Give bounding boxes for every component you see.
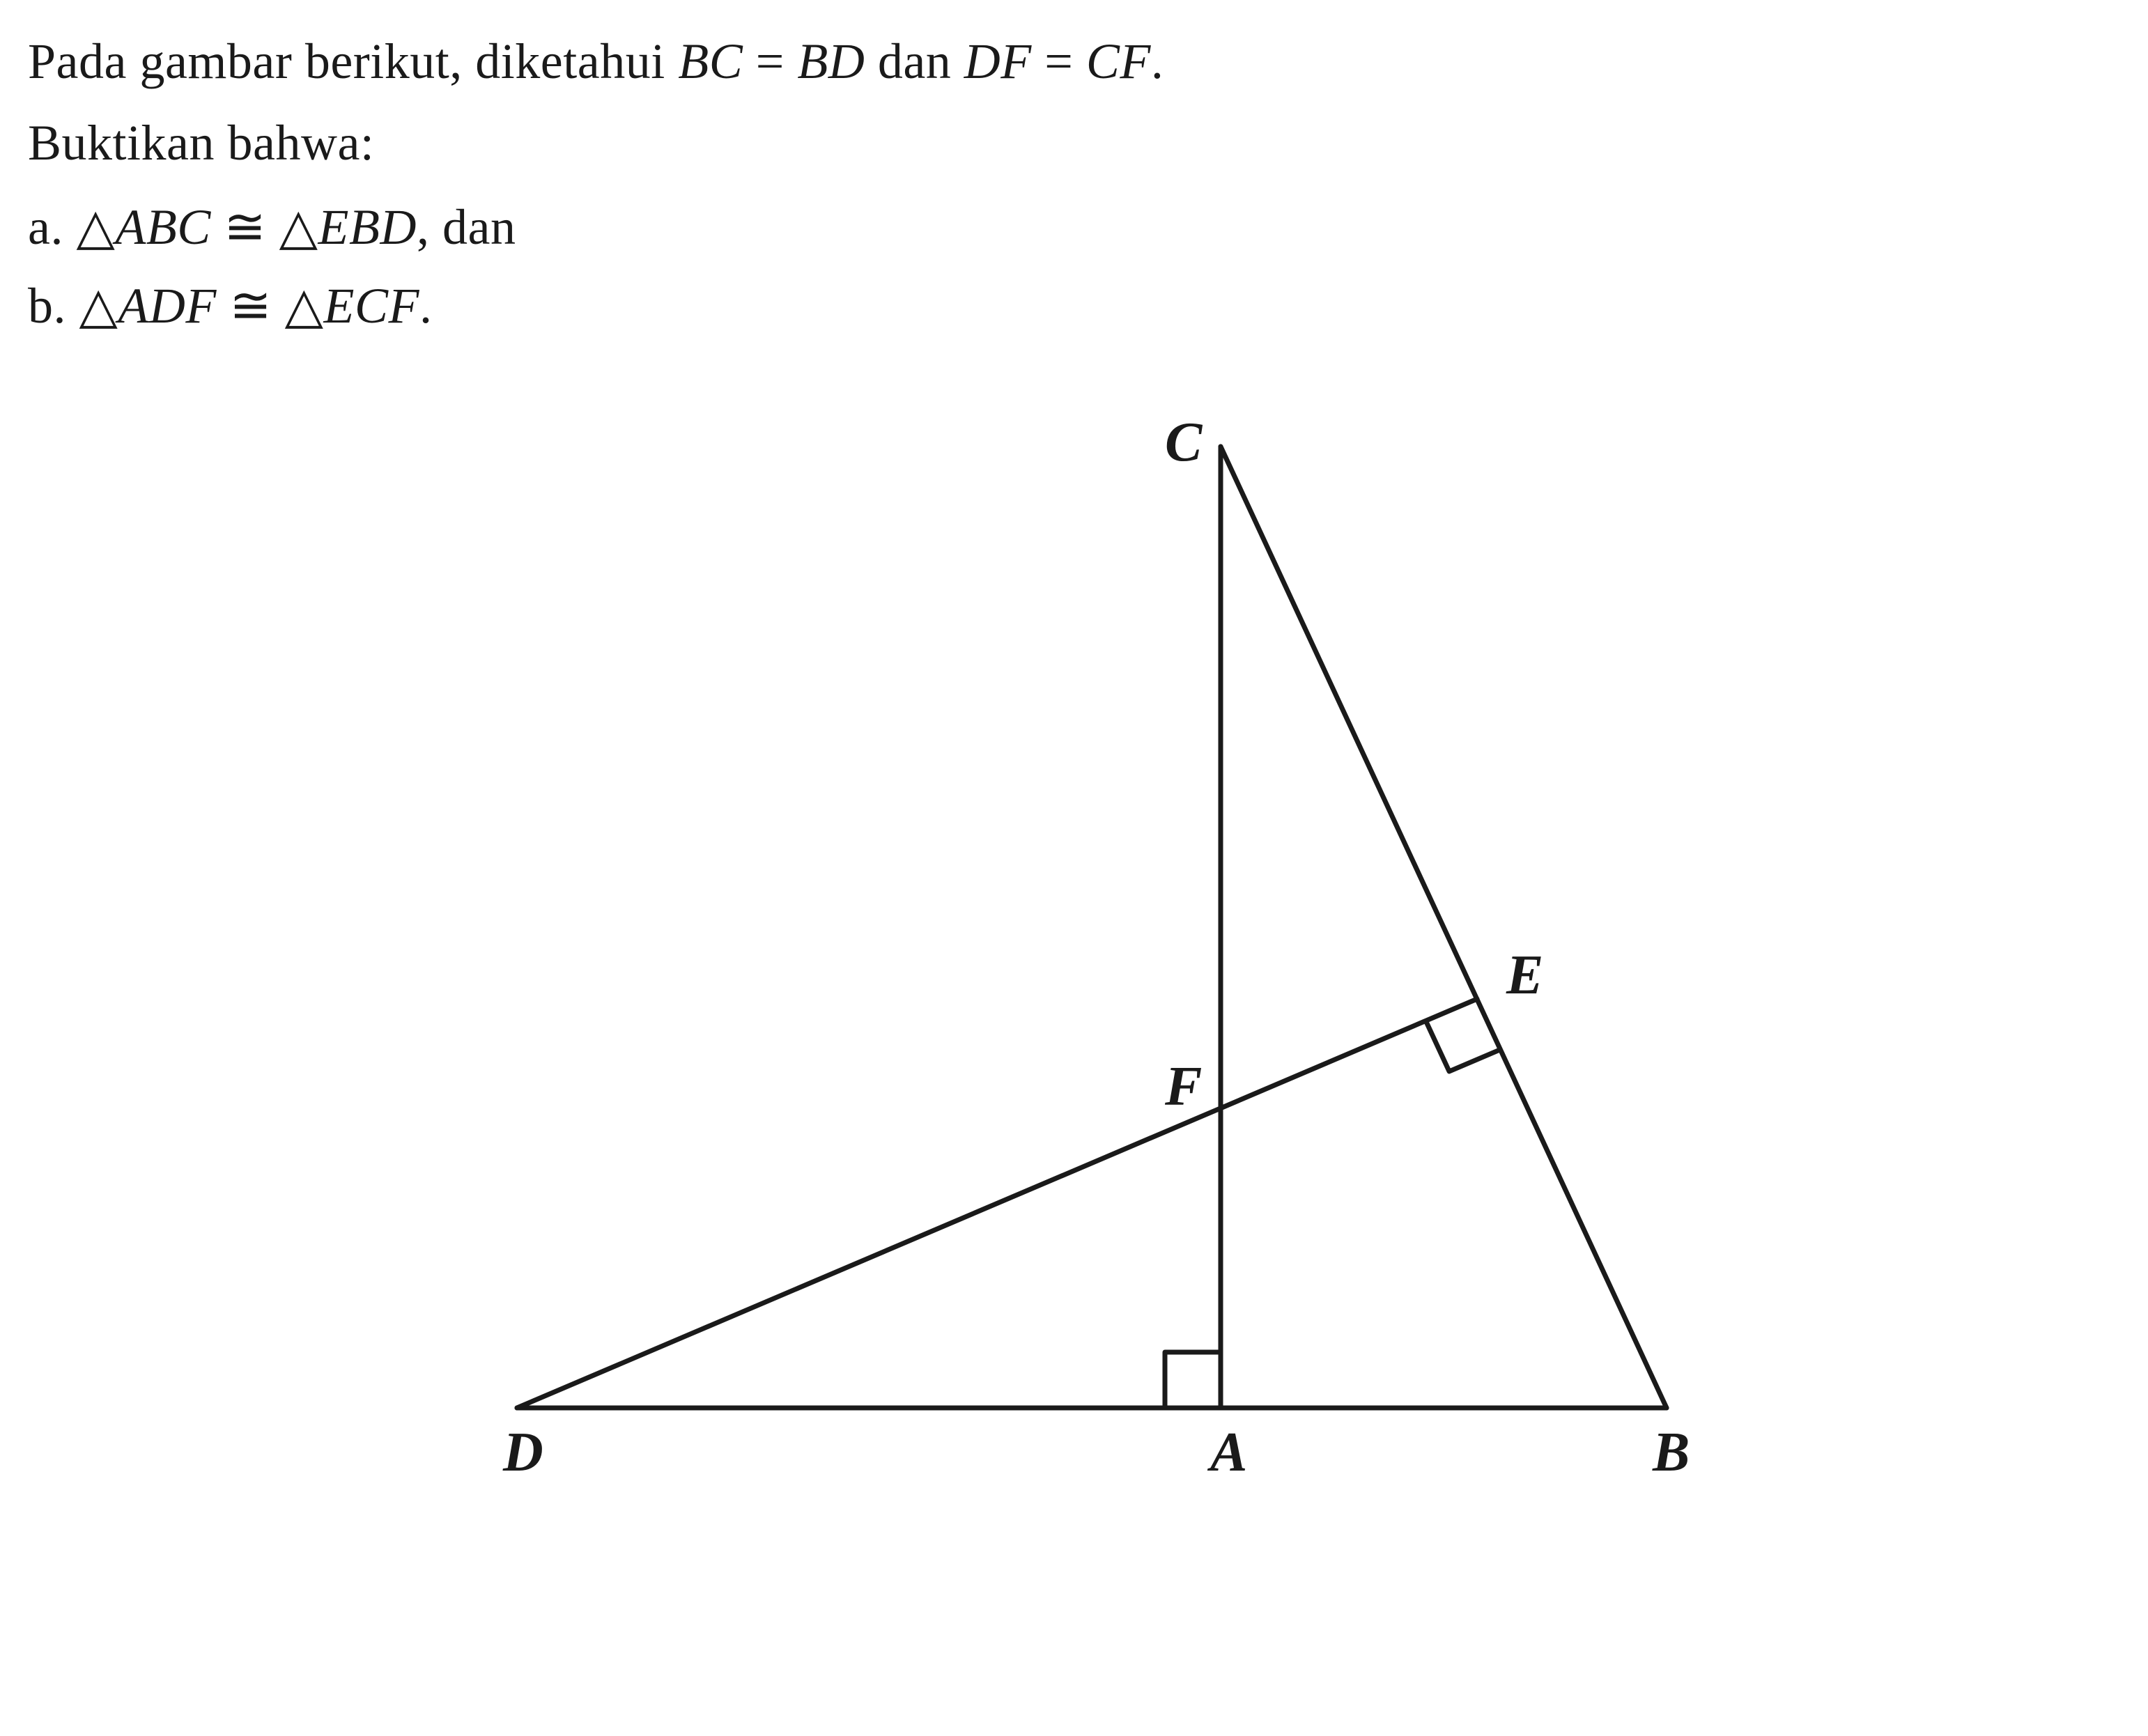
qb-tri1: △	[79, 278, 118, 334]
eq2-lhs: DF	[964, 33, 1032, 89]
eq1-lhs: BC	[678, 33, 743, 89]
qb-suffix: .	[419, 278, 433, 334]
label-D: D	[502, 1422, 543, 1483]
triangle-diagram: C E F D A B	[378, 363, 1771, 1547]
right-angle-A	[1165, 1352, 1221, 1408]
qa-t2: EBD	[318, 199, 417, 255]
question-a: a. △ABC ≅ △EBD, dan	[28, 191, 2120, 263]
intro-prefix: Pada gambar berikut, diketahui	[28, 33, 678, 89]
qb-tri2: △	[285, 278, 324, 334]
intro-line1: Pada gambar berikut, diketahui BC = BD d…	[28, 28, 2120, 95]
eq1-rhs: BD	[797, 33, 865, 89]
qa-prefix: a.	[28, 199, 76, 255]
qa-tri2: △	[279, 199, 318, 255]
qb-t1: ADF	[118, 278, 216, 334]
qa-tri1: △	[76, 199, 115, 255]
qa-t1: ABC	[115, 199, 210, 255]
intro-line2: Buktikan bahwa:	[28, 109, 2120, 177]
label-F: F	[1164, 1056, 1202, 1117]
qb-prefix: b.	[28, 278, 79, 334]
line-BC	[1221, 447, 1667, 1408]
qa-suffix: , dan	[417, 199, 516, 255]
qb-t2: ECF	[324, 278, 419, 334]
label-A: A	[1207, 1422, 1247, 1483]
question-b: b. △ADF ≅ △ECF.	[28, 270, 2120, 342]
qb-cong: ≅	[217, 278, 285, 334]
label-B: B	[1652, 1422, 1690, 1483]
eq1-eq: =	[743, 33, 797, 89]
diagram-container: C E F D A B	[28, 363, 2120, 1547]
question-list: a. △ABC ≅ △EBD, dan b. △ADF ≅ △ECF.	[28, 191, 2120, 342]
eq2-rhs: CF	[1086, 33, 1151, 89]
and1: dan	[865, 33, 964, 89]
problem-content: Pada gambar berikut, diketahui BC = BD d…	[28, 28, 2120, 1547]
period: .	[1151, 33, 1164, 89]
line-DE	[517, 999, 1477, 1408]
label-E: E	[1506, 945, 1543, 1006]
label-C: C	[1165, 412, 1203, 473]
qa-cong: ≅	[211, 199, 279, 255]
eq2-eq: =	[1032, 33, 1086, 89]
